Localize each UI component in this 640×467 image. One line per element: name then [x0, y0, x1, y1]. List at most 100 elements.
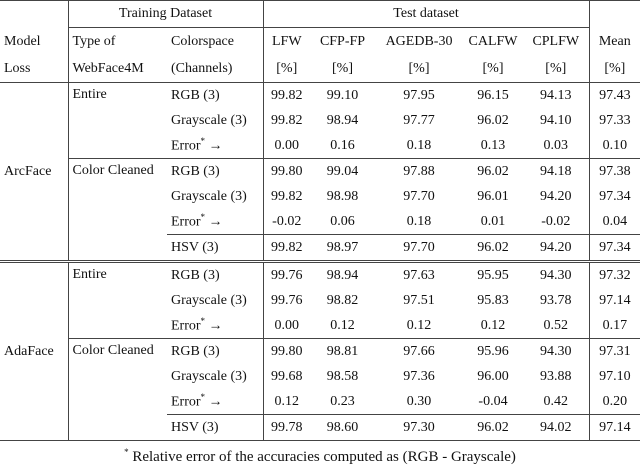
type-cell: Color Cleaned: [68, 338, 167, 441]
value-cell: 98.94: [310, 260, 376, 288]
colorspace: Error: [171, 318, 201, 334]
value-cell: 96.02: [463, 414, 524, 441]
header-line: Type of: [72, 34, 116, 49]
colorspace-cell: Grayscale (3): [167, 184, 264, 209]
colorspace-cell: RGB (3): [167, 82, 264, 108]
footnote: * Relative error of the accuracies compu…: [0, 447, 640, 466]
cell: [589, 0, 640, 28]
value-cell: 97.66: [375, 338, 464, 364]
cell: [0, 0, 69, 28]
error-mark: *: [200, 212, 206, 223]
results-table: Training Dataset Test dataset Model Loss Typ…: [0, 0, 640, 441]
value-cell: 94.20: [523, 234, 590, 262]
type-cell: Color Cleaned: [68, 158, 167, 262]
header-line: Colorspace: [171, 34, 234, 49]
colorspace-cell: Error* →: [167, 389, 264, 415]
value-cell: 97.30: [375, 414, 464, 441]
model-name: ArcFace: [4, 163, 52, 179]
value-cell: 0.00: [274, 137, 300, 153]
data-row: Error* → 0.00 0.12 0.12 0.12 0.52 0.17: [0, 313, 640, 339]
value-cell: 97.43: [589, 82, 640, 108]
value-cell: 0.12: [330, 317, 355, 333]
value-cell: 0.06: [330, 213, 355, 229]
column-header: CALFW [%]: [463, 28, 523, 83]
value-cell: 99.76: [271, 292, 303, 308]
data-row: Error* → 0.12 0.23 0.30 -0.04 0.42 0.20: [0, 389, 640, 415]
type-name: Entire: [72, 267, 107, 282]
value-cell: 0.03: [523, 133, 590, 159]
error-mark: *: [200, 316, 206, 327]
column-header: AGEDB-30 [%]: [375, 28, 463, 83]
type-name: Entire: [72, 87, 107, 102]
value-cell: 98.58: [326, 368, 359, 384]
type-cell: Entire: [68, 82, 167, 159]
colorspace: RGB (3): [171, 267, 220, 283]
value-cell: 99.68: [271, 368, 303, 384]
value-cell: 0.18: [406, 137, 432, 153]
data-row: ArcFace Entire RGB (3) 99.82 99.10 97.95 96.15…: [0, 82, 640, 262]
value-cell: 99.76: [263, 260, 311, 288]
arrow: →: [208, 318, 223, 334]
value-cell: 99.82: [263, 82, 311, 108]
data-row: Color Cleaned RGB (3) 99.80 98.81 97.66 95.96…: [0, 338, 640, 441]
value-cell: 93.78: [523, 288, 590, 313]
column-header: CFP-FP [%]: [310, 28, 375, 83]
arrow: →: [208, 138, 223, 154]
data-row: Error* → -0.02 0.06 0.18 0.01 -0.02 0.04: [0, 209, 640, 235]
column-header: Colorspace (Channels): [167, 27, 264, 83]
value-cell: 94.02: [523, 414, 590, 441]
value-cell: 97.36: [403, 368, 435, 384]
footnote-text: Relative error of the accuracies compute…: [132, 449, 516, 465]
value-cell: 96.02: [463, 234, 524, 262]
colorspace: Grayscale (3): [171, 188, 247, 204]
value-cell: 95.83: [477, 292, 509, 308]
value-cell: -0.02: [272, 213, 302, 229]
header-line: CFP-FP: [319, 34, 366, 49]
value-cell: 97.32: [589, 260, 640, 288]
value-cell: 96.01: [477, 188, 509, 204]
value-cell: 94.18: [523, 158, 590, 184]
arrow: →: [208, 214, 223, 230]
value-cell: 98.81: [310, 338, 376, 364]
colorspace-cell: HSV (3): [167, 414, 264, 441]
column-header: LFW [%]: [263, 28, 310, 83]
colorspace-cell: HSV (3): [167, 234, 264, 262]
value-cell: 0.00: [274, 317, 300, 333]
header-line: Loss: [4, 60, 31, 76]
column-header: Model Loss: [0, 27, 69, 83]
header-line: [%]: [408, 61, 430, 76]
header-line: [%]: [332, 61, 354, 76]
data-row: Grayscale (3) 99.82 98.98 97.70 96.01 94.20 97…: [0, 184, 640, 209]
value-cell: 99.80: [263, 158, 311, 184]
value-cell: 97.14: [599, 292, 631, 308]
value-cell: 98.82: [326, 292, 359, 308]
colorspace-cell: Error* →: [167, 313, 264, 339]
colorspace-cell: Grayscale (3): [167, 108, 264, 133]
model-cell: ArcFace: [0, 82, 69, 262]
header-line: LFW: [271, 34, 302, 49]
value-cell: 98.97: [310, 234, 376, 262]
value-cell: 0.18: [406, 213, 432, 229]
column-header: Type of WebFace4M: [68, 28, 167, 83]
value-cell: 99.82: [271, 112, 303, 128]
value-cell: 0.12: [480, 317, 506, 333]
value-cell: 98.94: [326, 112, 359, 128]
value-cell: 97.95: [375, 82, 464, 108]
value-cell: 94.20: [523, 184, 590, 209]
data-row: Grayscale (3) 99.76 98.82 97.51 95.83 93.78 97…: [0, 288, 640, 313]
colorspace-cell: RGB (3): [167, 260, 264, 288]
value-cell: 98.60: [310, 414, 376, 441]
data-row: AdaFace Entire RGB (3) 99.76 98.94 97.63 95.95…: [0, 260, 640, 441]
data-row: Grayscale (3) 99.82 98.94 97.77 96.02 94.10 97…: [0, 108, 640, 133]
colorspace: Grayscale (3): [171, 292, 247, 308]
error-mark: *: [200, 392, 206, 403]
colorspace: HSV (3): [171, 239, 219, 255]
value-cell: 99.80: [263, 338, 311, 364]
header-line: CALFW: [468, 34, 518, 49]
colorspace-cell: RGB (3): [167, 338, 264, 364]
value-cell: 96.00: [477, 368, 509, 384]
value-cell: 0.30: [406, 393, 432, 409]
header-line: [%]: [482, 61, 504, 76]
column-header: Mean [%]: [589, 28, 640, 83]
value-cell: 95.95: [463, 260, 524, 288]
